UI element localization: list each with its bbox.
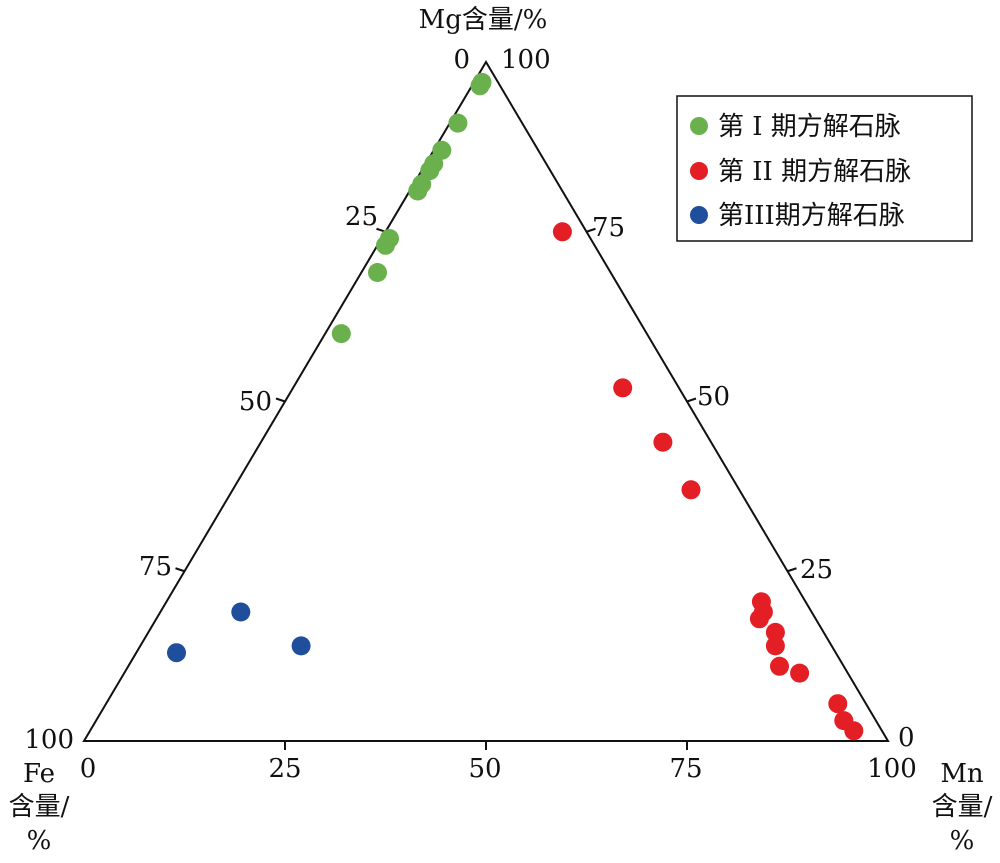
point-series-2-3 (653, 432, 673, 452)
point-series-1-2 (470, 76, 490, 96)
point-series-1-3 (448, 113, 468, 133)
left-tick-label-25: 25 (345, 202, 378, 232)
right-tick-25 (787, 567, 797, 573)
point-series-3-3 (291, 636, 311, 656)
legend-label-phase-3: 第III期方解石脉 (718, 201, 905, 231)
tick-marks (175, 227, 797, 750)
point-series-1-11 (368, 263, 387, 282)
right-tick-label-25: 25 (800, 555, 833, 585)
left-tick-label-50: 50 (239, 387, 272, 417)
axis-label-mn-line1: Mn (940, 759, 984, 789)
point-series-1-8 (408, 181, 428, 201)
legend-marker-phase-2 (690, 162, 708, 180)
bottom-tick-label-0: 0 (80, 754, 97, 784)
right-tick-label-0: 0 (898, 723, 915, 753)
point-series-2-11 (790, 663, 810, 683)
point-series-2-1 (552, 222, 572, 242)
left-tick-50 (275, 397, 286, 403)
legend-marker-phase-1 (690, 117, 708, 135)
left-tick-label-75: 75 (139, 552, 172, 582)
legend-label-phase-2: 第 II 期方解石脉 (718, 157, 911, 187)
point-series-2-8 (765, 622, 785, 642)
right-tick-label-75: 75 (592, 213, 625, 243)
axis-label-mg: Mg含量/% (419, 5, 548, 35)
legend: 第 I 期方解石脉 第 II 期方解石脉 第III期方解石脉 (676, 95, 973, 242)
point-series-2-2 (613, 378, 633, 398)
left-tick-25 (175, 567, 185, 573)
axis-label-fe-line3: % (27, 826, 52, 856)
bottom-tick-label-50: 50 (468, 754, 501, 784)
point-series-2-4 (681, 480, 701, 500)
point-series-2-12 (828, 694, 848, 714)
right-tick-label-50: 50 (697, 382, 730, 412)
point-series-2-9 (765, 636, 785, 656)
point-series-3-1 (231, 602, 251, 622)
right-tick-label-100: 100 (501, 45, 551, 75)
point-series-1-12 (331, 324, 351, 344)
left-tick-label-0: 0 (453, 45, 470, 75)
axis-label-mn-line2: 含量/ (932, 792, 993, 822)
left-tick-label-100: 100 (24, 725, 74, 755)
point-series-2-14 (844, 721, 864, 741)
legend-label-phase-1: 第 I 期方解石脉 (718, 112, 901, 142)
legend-box (676, 95, 973, 242)
legend-marker-phase-3 (690, 206, 708, 224)
point-series-2-7 (749, 609, 769, 629)
bottom-tick-label-25: 25 (268, 754, 301, 784)
point-series-1-10 (376, 235, 395, 255)
point-series-2-10 (770, 656, 789, 676)
right-tick-75 (586, 227, 596, 233)
axis-label-mn-line3: % (950, 826, 975, 856)
data-points (167, 72, 864, 741)
bottom-tick-label-75: 75 (669, 754, 702, 784)
bottom-tick-label-100: 100 (867, 754, 917, 784)
right-tick-50 (686, 397, 697, 403)
axis-label-fe-line2: 含量/ (9, 792, 70, 822)
point-series-3-2 (167, 643, 186, 663)
axis-label-fe-line1: Fe (23, 759, 55, 789)
